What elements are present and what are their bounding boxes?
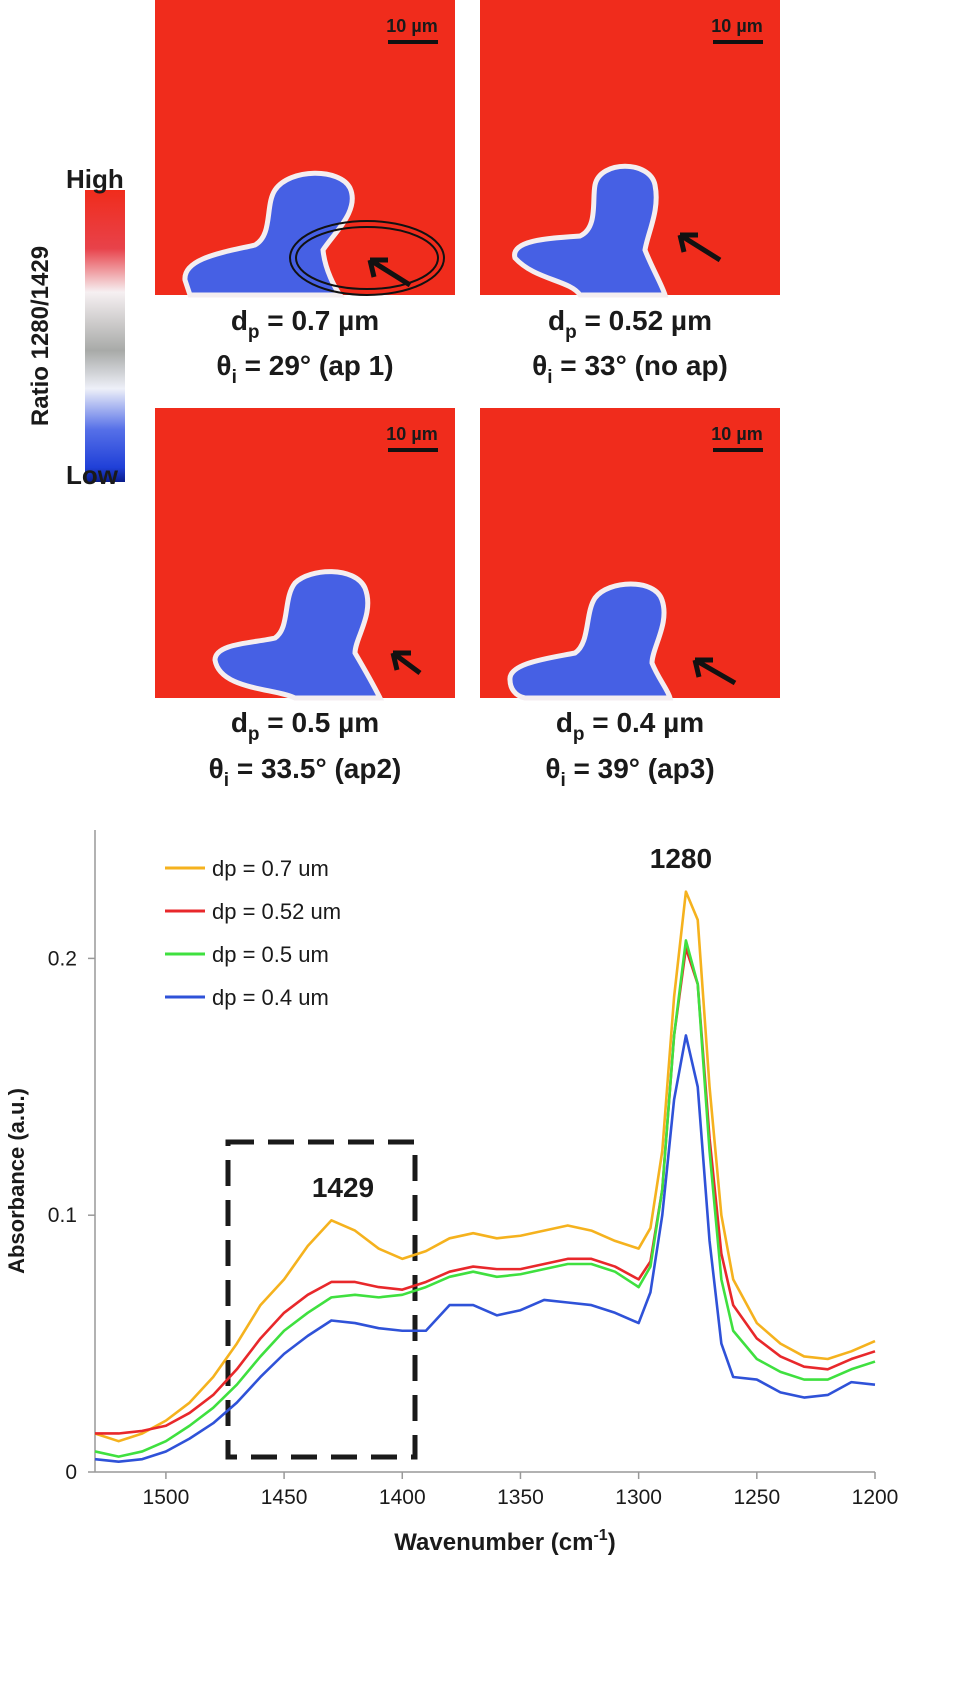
- x-axis-title: Wavenumber (cm-1): [394, 1527, 615, 1556]
- scale-label: 10 µm: [386, 16, 437, 36]
- series-line: [94, 890, 876, 1443]
- image-panel: 10 µm: [155, 0, 455, 298]
- scale-label: 10 µm: [711, 16, 762, 36]
- caption-text: = 33° (no ap): [553, 350, 728, 381]
- arrow-head: [367, 257, 388, 278]
- arrow: [678, 232, 722, 263]
- panel-caption: θi = 39° (ap3): [545, 753, 714, 791]
- colorbar-label: Ratio 1280/1429: [27, 246, 54, 426]
- caption-symbol: d: [231, 707, 248, 738]
- legend-label: dp = 0.4 um: [212, 985, 329, 1010]
- panel-caption: θi = 29° (ap 1): [216, 350, 393, 388]
- x-tick-label: 1250: [733, 1486, 780, 1509]
- series-line: [94, 1034, 876, 1464]
- panel-caption: θi = 33° (no ap): [532, 350, 728, 388]
- low-ratio-region: [182, 170, 355, 298]
- caption-subscript: i: [224, 770, 229, 791]
- panel-caption: dp = 0.52 µm: [548, 305, 712, 343]
- caption-text: = 33.5° (ap2): [229, 753, 401, 784]
- colorbar: [85, 190, 125, 482]
- low-ratio-region: [512, 163, 669, 298]
- caption-symbol: d: [556, 707, 573, 738]
- x-tick-label: 1450: [261, 1486, 308, 1509]
- x-tick-label: 1400: [379, 1486, 426, 1509]
- y-tick-label: 0: [65, 1461, 77, 1484]
- x-tick-label: 1350: [497, 1486, 544, 1509]
- caption-text: = 39° (ap3): [566, 753, 715, 784]
- legend-label: dp = 0.5 um: [212, 942, 329, 967]
- caption-symbol: d: [231, 305, 248, 336]
- caption-symbol: θ: [216, 350, 231, 381]
- arrow-head: [677, 232, 698, 253]
- panel-caption: dp = 0.7 µm: [231, 305, 379, 343]
- caption-text: = 0.4 µm: [585, 707, 705, 738]
- highlight-box: [225, 1139, 418, 1460]
- legend-label: dp = 0.7 um: [212, 856, 329, 881]
- image-panel: 10 µm: [155, 408, 455, 701]
- caption-symbol: θ: [532, 350, 547, 381]
- ellipse-mark: [295, 226, 439, 290]
- x-tick-label: 1200: [852, 1486, 899, 1509]
- x-axis-title-sup: -1: [593, 1527, 607, 1544]
- arrow-head: [692, 657, 713, 678]
- x-tick-label: 1500: [143, 1486, 190, 1509]
- x-axis-title-close: ): [608, 1529, 616, 1556]
- arrow: [391, 650, 422, 676]
- arrow: [693, 657, 737, 686]
- panel-caption: θi = 33.5° (ap2): [209, 753, 402, 791]
- x-axis-title-text: Wavenumber (cm: [394, 1529, 593, 1556]
- caption-symbol: θ: [209, 753, 224, 784]
- caption-subscript: p: [565, 322, 577, 343]
- scale-label: 10 µm: [386, 424, 437, 444]
- scale-label: 10 µm: [711, 424, 762, 444]
- caption-subscript: p: [248, 322, 260, 343]
- series-line: [95, 946, 876, 1435]
- legend-label: dp = 0.52 um: [212, 899, 341, 924]
- caption-subscript: i: [560, 770, 565, 791]
- caption-subscript: p: [248, 724, 260, 745]
- caption-text: = 0.7 µm: [260, 305, 380, 336]
- y-tick-label: 0.1: [48, 1204, 77, 1227]
- caption-text: = 0.52 µm: [577, 305, 712, 336]
- low-ratio-region: [507, 581, 674, 701]
- series-line: [94, 939, 876, 1458]
- caption-symbol: θ: [545, 753, 560, 784]
- caption-subscript: i: [547, 367, 552, 388]
- colorbar-high: High: [66, 164, 124, 194]
- image-panel: 10 µm: [480, 408, 780, 701]
- x-tick-label: 1300: [615, 1486, 662, 1509]
- colorbar-low: Low: [66, 460, 119, 490]
- caption-text: = 0.5 µm: [260, 707, 380, 738]
- caption-symbol: d: [548, 305, 565, 336]
- caption-subscript: p: [573, 724, 585, 745]
- arrow: [368, 257, 412, 288]
- image-panel: 10 µm: [480, 0, 780, 298]
- ellipse-mark: [289, 220, 445, 296]
- caption-text: = 29° (ap 1): [237, 350, 394, 381]
- caption-subscript: i: [232, 367, 237, 388]
- arrow-head: [390, 650, 411, 671]
- peak-annotation: 1429: [312, 1172, 374, 1203]
- y-axis-title: Absorbance (a.u.): [4, 1088, 29, 1274]
- chart: 0 0.1 0.2 1500 1450 1400 1350 1300 1250 1200 Absor…: [4, 830, 898, 1556]
- low-ratio-region: [212, 569, 385, 701]
- y-tick-label: 0.2: [48, 947, 77, 970]
- panel-caption: dp = 0.4 µm: [556, 707, 704, 745]
- peak-annotation: 1280: [650, 843, 712, 874]
- panel-caption: dp = 0.5 µm: [231, 707, 379, 745]
